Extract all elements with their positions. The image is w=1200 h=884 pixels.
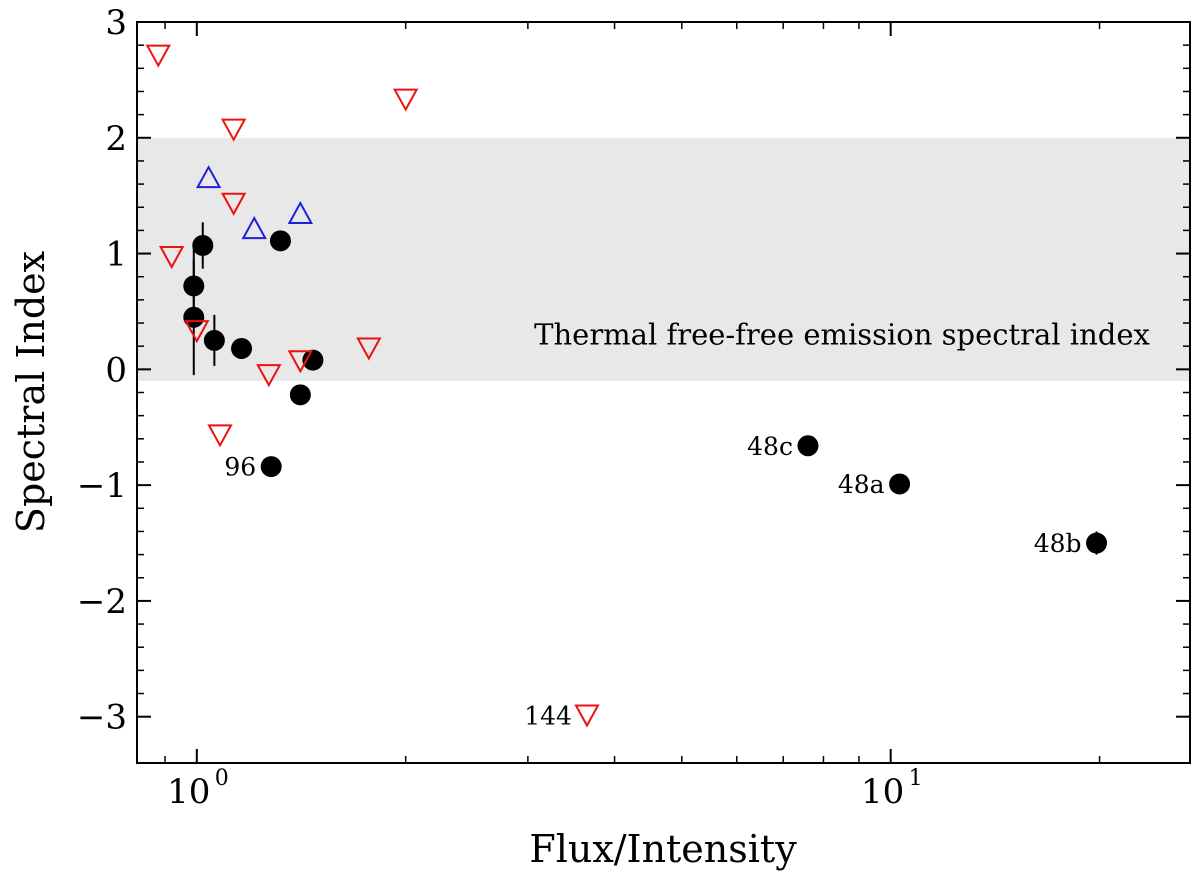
lower-limit-marker [287,200,314,225]
upper-limit-marker [145,44,171,68]
band-label: Thermal free-free emission spectral inde… [534,318,1150,352]
lower-limit-marker [241,216,267,240]
upper-limit-marker [287,350,314,374]
y-tick-label: 0 [105,350,127,390]
detection-point [269,230,291,252]
upper-limit-marker [392,88,419,112]
y-tick-label: 3 [105,3,127,43]
upper-limit-marker [184,320,210,344]
upper-limit-marker [158,246,185,270]
x-tick-label: 10 [861,772,904,812]
detection-point [797,435,819,457]
plot-frame [136,21,1191,764]
detection-point [1086,532,1108,554]
point-label: 144 [524,702,572,731]
x-tick-exponent: 0 [215,766,229,791]
x-tick-label: 10 [167,772,210,812]
detection-point [889,473,911,495]
point-label: 48b [1034,529,1082,558]
y-tick-label: 2 [105,119,127,159]
point-label: 48a [838,470,885,499]
upper-limit-marker [220,192,247,216]
y-tick-label: −1 [77,466,127,506]
upper-limit-marker [574,704,600,728]
detection-point [183,306,205,328]
detection-point [231,338,253,360]
thermal-band [137,137,1190,381]
y-tick-label: −2 [77,582,127,622]
point-label: 48c [747,432,793,461]
x-tick-exponent: 1 [909,766,923,791]
detection-point [203,329,225,351]
upper-limit-marker [256,364,282,388]
upper-limit-marker [220,118,247,142]
upper-limit-marker [356,337,382,361]
upper-limit-marker [207,424,233,448]
detection-point [302,349,324,371]
thermal-band-layer: Thermal free-free emission spectral inde… [137,137,1190,381]
y-tick-label: 1 [105,235,127,275]
lower-limit-marker [195,165,222,189]
detection-point [289,384,311,406]
data-points [145,44,1108,728]
point-labels: 96 48c 48a 48b 144 [224,432,1081,731]
y-axis-title: Spectral Index [9,251,53,533]
y-tick-label: −3 [77,698,127,738]
detection-point [260,456,282,478]
detection-point [192,234,214,256]
point-label: 96 [224,453,256,482]
x-axis-title: Flux/Intensity [529,827,797,871]
